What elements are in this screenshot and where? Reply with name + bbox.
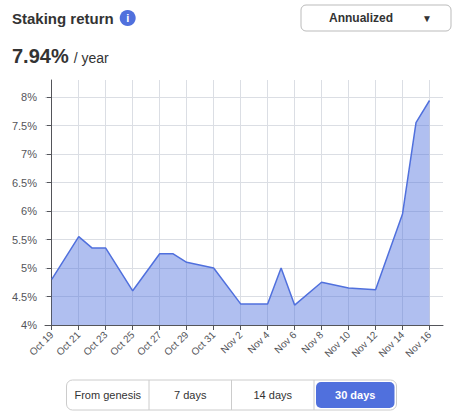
svg-text:Nov 6: Nov 6	[272, 329, 299, 356]
svg-text:5.5%: 5.5%	[12, 234, 37, 246]
svg-text:Nov 2: Nov 2	[218, 329, 245, 356]
svg-text:14 days: 14 days	[253, 389, 292, 401]
svg-text:Oct 21: Oct 21	[54, 329, 83, 358]
svg-text:Oct 25: Oct 25	[108, 329, 137, 358]
svg-text:Oct 23: Oct 23	[81, 329, 110, 358]
svg-text:Nov 14: Nov 14	[376, 329, 406, 359]
svg-text:Nov 10: Nov 10	[322, 329, 352, 359]
svg-text:7.5%: 7.5%	[12, 120, 37, 132]
svg-text:4%: 4%	[21, 319, 37, 331]
svg-text:▼: ▼	[422, 13, 432, 24]
svg-text:4.5%: 4.5%	[12, 291, 37, 303]
svg-text:6%: 6%	[21, 205, 37, 217]
svg-text:Annualized: Annualized	[329, 11, 393, 25]
svg-text:Nov 12: Nov 12	[349, 329, 379, 359]
svg-text:Staking return: Staking return	[12, 10, 114, 27]
svg-text:30 days: 30 days	[335, 389, 375, 401]
svg-text:7 days: 7 days	[174, 389, 207, 401]
svg-text:5%: 5%	[21, 262, 37, 274]
svg-text:7.94%: 7.94%	[12, 45, 69, 67]
svg-text:Oct 27: Oct 27	[135, 329, 164, 358]
svg-text:7%: 7%	[21, 148, 37, 160]
svg-text:Nov 16: Nov 16	[403, 329, 433, 359]
svg-text:8%: 8%	[21, 91, 37, 103]
svg-text:Nov 4: Nov 4	[245, 329, 272, 356]
svg-text:Oct 31: Oct 31	[189, 329, 218, 358]
svg-text:From genesis: From genesis	[74, 389, 141, 401]
svg-text:Oct 19: Oct 19	[27, 329, 56, 358]
svg-text:Nov 8: Nov 8	[299, 329, 326, 356]
svg-text:6.5%: 6.5%	[12, 177, 37, 189]
svg-text:Oct 29: Oct 29	[162, 329, 191, 358]
svg-text:/ year: / year	[74, 50, 109, 66]
svg-text:i: i	[126, 12, 129, 24]
